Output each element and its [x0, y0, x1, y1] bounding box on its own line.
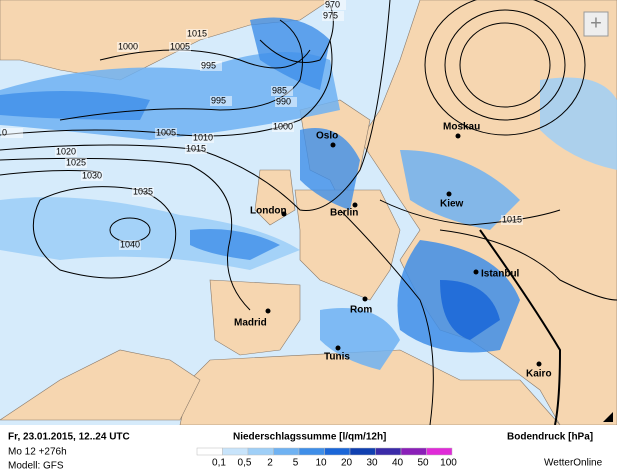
- isobar-label-bg: [271, 86, 293, 96]
- legend-swatch: [375, 447, 402, 456]
- legend-swatch: [273, 447, 300, 456]
- zoom-box[interactable]: [583, 11, 609, 37]
- isobar-label: 995: [211, 95, 226, 105]
- isobar-label: 970: [325, 0, 340, 9]
- city-dot: [473, 269, 479, 275]
- city-label: Berlin: [330, 208, 358, 219]
- city-dots: [265, 133, 542, 367]
- model: Modell: GFS: [8, 461, 64, 472]
- isobar-label-bg: [272, 122, 294, 132]
- zoom-button[interactable]: +: [583, 11, 609, 37]
- city-label: Kiew: [440, 199, 464, 210]
- isobar-label-bg: [275, 97, 297, 107]
- city-label: Oslo: [316, 131, 338, 142]
- isobar-label-bg: [322, 11, 344, 21]
- isobar-label: 985: [272, 85, 287, 95]
- isobar-label: 0: [2, 127, 7, 137]
- brand: WetterOnline: [544, 458, 603, 469]
- isobar-label: 1000: [118, 41, 138, 51]
- isobar-label-bg: [324, 0, 346, 10]
- isobar-label: 990: [276, 96, 291, 106]
- isobar-label-bg: [117, 42, 139, 52]
- isobar-label-bg: [155, 128, 177, 138]
- isobar-label: 1025: [66, 157, 86, 167]
- legend-swatch: [298, 447, 325, 456]
- isobar-label: 975: [323, 10, 338, 20]
- isobar-label: 1020: [56, 146, 76, 156]
- isobar-label: 1030: [82, 170, 102, 180]
- legend-label: 100: [440, 458, 457, 469]
- city-label: London: [250, 206, 287, 217]
- legend-swatch: [400, 447, 427, 456]
- isobar-label: 1040: [120, 239, 140, 249]
- legend-swatch: [324, 447, 351, 456]
- date: Fr, 23.01.2015, 12..24 UTC: [8, 432, 130, 443]
- isobar-label: 1000: [273, 121, 293, 131]
- pressure-title: Bodendruck [hPa]: [507, 432, 593, 443]
- isobar-label-bg: [210, 96, 232, 106]
- isobar-label-bg: [55, 147, 77, 157]
- legend-label: 40: [392, 458, 404, 469]
- isobar-label: 995: [201, 60, 216, 70]
- isobar-label: 1010: [193, 132, 213, 142]
- isobar-label-bg: [192, 133, 214, 143]
- precipitation: [0, 17, 617, 370]
- legend-label: 5: [293, 458, 299, 469]
- isobar-label-bg: [169, 42, 191, 52]
- city-dot: [330, 142, 336, 148]
- isobar-label-bg: [65, 158, 87, 168]
- isobar-label: 1015: [187, 28, 207, 38]
- run: Mo 12 +276h: [8, 447, 67, 458]
- isobar-label-bg: [1, 128, 23, 138]
- isobar-label-bg: [501, 215, 523, 225]
- city-dot: [455, 133, 461, 139]
- legend-label: 0,5: [238, 458, 252, 469]
- isobar-label-bg: [185, 144, 207, 154]
- city-dot: [335, 345, 341, 351]
- city-label: Madrid: [234, 318, 267, 329]
- city-dot: [281, 211, 287, 217]
- legend-label: 10: [315, 458, 327, 469]
- city-label: Istanbul: [481, 269, 520, 280]
- city-label: Tunis: [324, 352, 350, 363]
- city-label: Rom: [350, 305, 372, 316]
- city-dot: [265, 308, 271, 314]
- legend-swatch: [196, 447, 223, 456]
- legend-swatch: [426, 447, 453, 456]
- legend-swatch: [222, 447, 249, 456]
- isobar-label-bg: [119, 240, 141, 250]
- legend-label: 2: [267, 458, 273, 469]
- isobar-label: 1015: [502, 214, 522, 224]
- legend-swatch: [349, 447, 376, 456]
- city-dot: [446, 191, 452, 197]
- city-label: Kairo: [526, 369, 552, 380]
- legend-label: 20: [341, 458, 353, 469]
- corner-mark: [603, 412, 613, 422]
- city-label: Moskau: [443, 122, 480, 133]
- legend-label: 0,1: [212, 458, 226, 469]
- isobar-label: 1035: [133, 186, 153, 196]
- isobar-label: 1005: [170, 41, 190, 51]
- isobar-label-bg: [186, 29, 208, 39]
- precip-title: Niederschlagssumme [l/qm/12h]: [233, 432, 386, 443]
- city-dot: [362, 296, 368, 302]
- isobar-label-bg: [132, 187, 154, 197]
- zoom-plus[interactable]: +: [590, 12, 602, 34]
- legend-swatch: [247, 447, 274, 456]
- isobar-label-bg: [81, 171, 103, 181]
- isobar-label-bg: [200, 61, 222, 71]
- city-dot: [536, 361, 542, 367]
- legend-label: 50: [417, 458, 429, 469]
- legend-label: 30: [366, 458, 378, 469]
- city-dot: [352, 202, 358, 208]
- isobar-label: 1015: [186, 143, 206, 153]
- isobar-label: 1005: [156, 127, 176, 137]
